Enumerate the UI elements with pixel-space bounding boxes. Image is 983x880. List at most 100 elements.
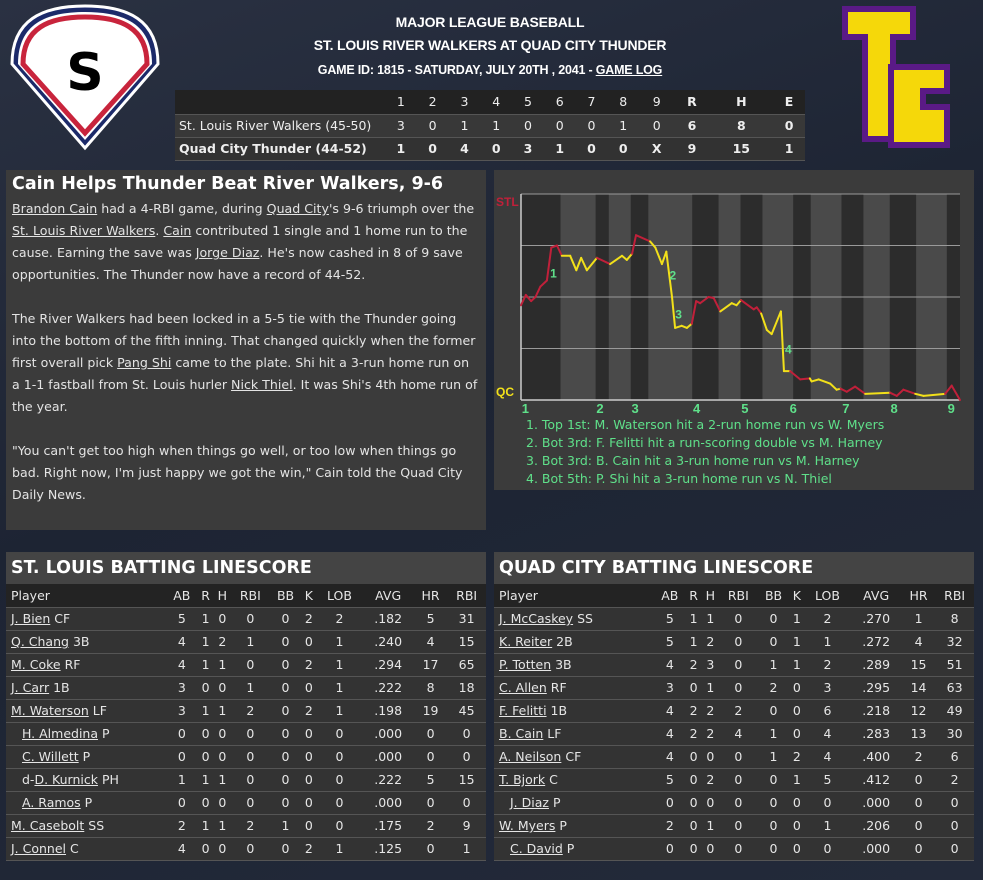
- recap-body: Brandon Cain had a 4-RBI game, during Qu…: [12, 198, 480, 506]
- player-link[interactable]: P. Totten: [499, 657, 552, 672]
- linescore-cell: 0: [607, 137, 640, 161]
- stat-cell: 0: [213, 837, 232, 861]
- stat-cell: 0: [719, 745, 758, 769]
- linescore-cell: 0: [773, 114, 805, 138]
- stat-cell: .000: [362, 722, 414, 746]
- league-title: MAJOR LEAGUE BASEBALL: [395, 14, 585, 30]
- stat-cell: 4: [654, 699, 686, 723]
- player-link[interactable]: A. Ramos: [22, 795, 81, 810]
- stat-cell: 1: [447, 837, 486, 861]
- recap-text: . He's now cashed in 8 of 9 save opportu…: [12, 245, 463, 282]
- stat-cell: .125: [362, 837, 414, 861]
- linescore-header-cell: 2: [416, 90, 449, 115]
- player-link[interactable]: W. Myers: [499, 818, 556, 833]
- player-link[interactable]: B. Cain: [499, 726, 544, 741]
- column-header: HR: [413, 584, 448, 608]
- stat-cell: 1: [213, 699, 232, 723]
- player-link[interactable]: K. Reiter: [499, 634, 553, 649]
- stat-cell: 5: [413, 607, 448, 631]
- st-louis-logo: S: [10, 4, 160, 151]
- column-header: Player: [494, 584, 654, 608]
- linescore-cell: 0: [543, 114, 576, 138]
- stat-cell: 0: [685, 814, 702, 838]
- stat-cell: 8: [935, 607, 974, 631]
- win-probability-segment: [539, 279, 548, 288]
- linescore-header-cell: 6: [543, 90, 576, 115]
- stat-cell: 0: [935, 814, 974, 838]
- player-link[interactable]: C. Allen: [499, 680, 547, 695]
- player-link[interactable]: J. Carr: [11, 680, 50, 695]
- player-link[interactable]: A. Neilson: [499, 749, 562, 764]
- player-link[interactable]: C. Willett: [22, 749, 79, 764]
- stat-cell: 0: [719, 630, 758, 654]
- game-log-link[interactable]: GAME LOG: [595, 63, 663, 77]
- win-probability-segment: [620, 254, 628, 261]
- stat-cell: 0: [231, 722, 270, 746]
- annotation-marker: 4: [785, 343, 792, 357]
- stat-cell: 2: [789, 745, 805, 769]
- recap-link[interactable]: Cain: [163, 223, 192, 238]
- stat-cell: 1: [316, 676, 363, 700]
- stat-cell: 45: [447, 699, 486, 723]
- stat-cell: 0: [269, 745, 302, 769]
- player-link[interactable]: Q. Chang: [11, 634, 69, 649]
- player-cell: M. Coke RF: [6, 653, 166, 677]
- game-recap-panel: Cain Helps Thunder Beat River Walkers, 9…: [6, 170, 486, 530]
- player-link[interactable]: F. Felitti: [499, 703, 547, 718]
- player-cell: C. Willett P: [6, 745, 166, 769]
- stat-cell: 0: [789, 699, 805, 723]
- recap-link[interactable]: Quad City: [266, 201, 329, 216]
- linescore-header-cell: E: [773, 90, 805, 115]
- recap-link[interactable]: St. Louis River Walkers: [12, 223, 156, 238]
- recap-link[interactable]: Jorge Diaz: [195, 245, 260, 260]
- batting-header-row: Player AB R H RBI BB K LOB AVG HR RBI: [6, 584, 486, 608]
- stat-cell: 1: [316, 837, 363, 861]
- stat-cell: 1: [685, 630, 702, 654]
- stat-cell: 19: [413, 699, 448, 723]
- win-probability-segment: [520, 293, 527, 307]
- stat-cell: 0: [654, 791, 686, 815]
- linescore-cell: X: [639, 137, 675, 161]
- player-link[interactable]: H. Almedina: [22, 726, 99, 741]
- player-position: P: [552, 795, 561, 810]
- stat-cell: 5: [654, 630, 686, 654]
- recap-link[interactable]: Pang Shi: [117, 355, 172, 370]
- player-link[interactable]: M. Coke: [11, 657, 61, 672]
- batter-row: B. Cain LF 4 2 2 4 1 0 4.283 13 30: [494, 722, 974, 746]
- column-header: H: [213, 584, 232, 608]
- player-link[interactable]: C. David: [510, 841, 563, 856]
- stat-cell: 1: [789, 768, 805, 792]
- player-link[interactable]: J. Connel: [11, 841, 67, 856]
- stat-cell: 0: [166, 722, 198, 746]
- linescore-header-cell: 5: [512, 90, 544, 115]
- player-link[interactable]: J. McCaskey: [499, 611, 574, 626]
- stat-cell: 51: [935, 653, 974, 677]
- player-position: CF: [565, 749, 582, 764]
- player-link[interactable]: J. Bien: [11, 611, 51, 626]
- win-probability-segment: [635, 234, 652, 243]
- annotation-text: 2. Bot 3rd: F. Felitti hit a run-scoring…: [526, 435, 883, 450]
- player-link[interactable]: M. Casebolt: [11, 818, 85, 833]
- stat-cell: 0: [197, 745, 214, 769]
- stat-cell: 0: [301, 745, 317, 769]
- annotation-marker: 2: [670, 268, 677, 282]
- column-header: R: [197, 584, 214, 608]
- stat-cell: 0: [901, 814, 936, 838]
- stat-cell: .270: [850, 607, 902, 631]
- player-link[interactable]: T. Bjork: [499, 772, 546, 787]
- stat-cell: 4: [413, 630, 448, 654]
- recap-link[interactable]: Nick Thiel: [231, 377, 293, 392]
- stat-cell: 0: [757, 630, 790, 654]
- recap-link[interactable]: Brandon Cain: [12, 201, 98, 216]
- player-link[interactable]: J. Diaz: [510, 795, 549, 810]
- player-link[interactable]: M. Waterson: [11, 703, 89, 718]
- stat-cell: .222: [362, 676, 414, 700]
- inning-tick-label: 6: [790, 401, 797, 416]
- stat-cell: 0: [231, 607, 270, 631]
- player-link[interactable]: D. Kurnick: [34, 772, 98, 787]
- player-position: 1B: [550, 703, 568, 718]
- stat-cell: 0: [935, 791, 974, 815]
- stat-cell: 2: [757, 676, 790, 700]
- stat-cell: 1: [197, 653, 214, 677]
